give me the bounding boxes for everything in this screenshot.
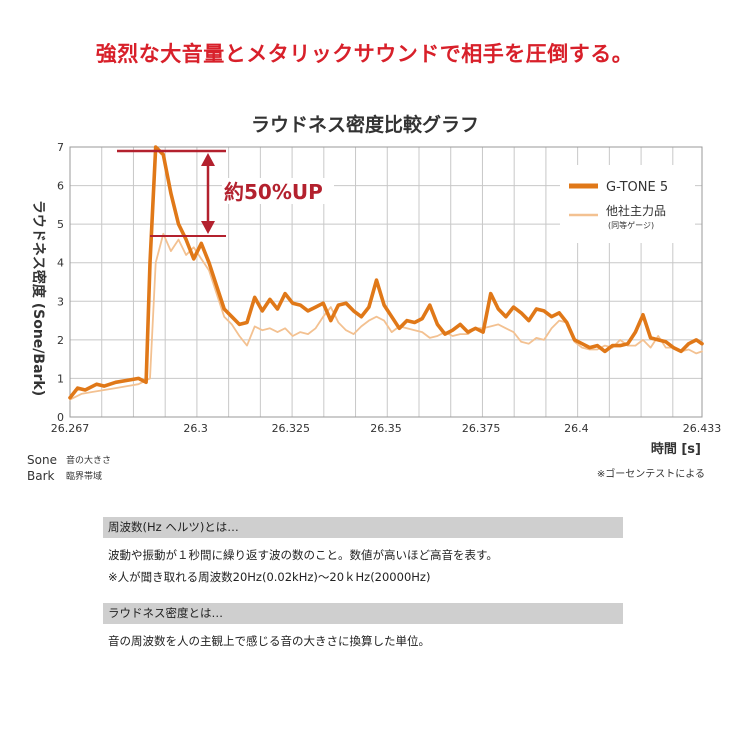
bark-desc: 臨界帯域 (66, 470, 102, 482)
legend: G-TONE 5 他社主力品 (同等ゲージ) (560, 165, 695, 243)
loudness-desc-line1: 音の周波数を人の主観上で感じる音の大きさに換算した単位。 (108, 634, 430, 648)
sone-desc: 音の大きさ (66, 454, 111, 466)
freq-section-title: 周波数(Hz ヘルツ)とは… (103, 517, 623, 538)
series-line-gtone (68, 145, 704, 400)
legend-label-gtone: G-TONE 5 (606, 180, 668, 195)
source-note: ※ゴーセンテストによる (597, 467, 705, 480)
legend-bg (560, 165, 695, 243)
arrow-down-icon (201, 221, 215, 234)
y-tick-label: 2 (57, 334, 64, 347)
loudness-section-title: ラウドネス密度とは… (103, 603, 623, 624)
series-lines (68, 145, 704, 401)
y-axis-label: ラウドネス密度 (Sone/Bark) (30, 200, 47, 396)
annotation-text: 約50%UP (224, 180, 323, 204)
y-tick-label: 4 (57, 257, 64, 270)
y-tick-label: 3 (57, 295, 64, 308)
x-tick-label: 26.35 (370, 422, 402, 435)
chart-title: ラウドネス密度比較グラフ (251, 113, 479, 136)
x-tick-label: 26.325 (272, 422, 311, 435)
y-tick-label: 6 (57, 180, 64, 193)
increase-annotation: 約50%UP (117, 149, 334, 237)
headline: 強烈な大音量とメタリックサウンドで相手を圧倒する。 (95, 42, 634, 66)
y-tick-label: 1 (57, 372, 64, 385)
annotation-bg (222, 178, 334, 204)
freq-desc-line2: ※人が聞き取れる周波数20Hz(0.02kHz)〜20ｋHz(20000Hz) (108, 570, 431, 584)
y-tick-label: 7 (57, 141, 64, 154)
x-axis-label: 時間 [s] (651, 441, 701, 457)
y-tick-label: 5 (57, 218, 64, 231)
x-tick-label: 26.375 (462, 422, 501, 435)
sone-term: Sone (27, 453, 57, 467)
x-tick-label: 26.267 (51, 422, 90, 435)
legend-label-competitor: 他社主力品 (606, 203, 666, 218)
legend-sublabel-competitor: (同等ゲージ) (608, 220, 654, 230)
arrow-up-icon (201, 153, 215, 166)
x-tick-label: 26.3 (183, 422, 208, 435)
x-tick-label: 26.4 (564, 422, 589, 435)
freq-desc-line1: 波動や振動が１秒間に繰り返す波の数のこと。数値が高いほど高音を表す。 (108, 548, 498, 562)
y-tick-label: 0 (57, 411, 64, 424)
plot-frame (69, 146, 703, 418)
y-tick-labels: 0 1 2 3 4 5 6 7 (57, 141, 64, 424)
x-tick-labels: 26.267 26.3 26.325 26.35 26.375 26.4 26.433 (51, 422, 722, 435)
bark-term: Bark (27, 469, 55, 483)
x-tick-label: 26.433 (683, 422, 722, 435)
